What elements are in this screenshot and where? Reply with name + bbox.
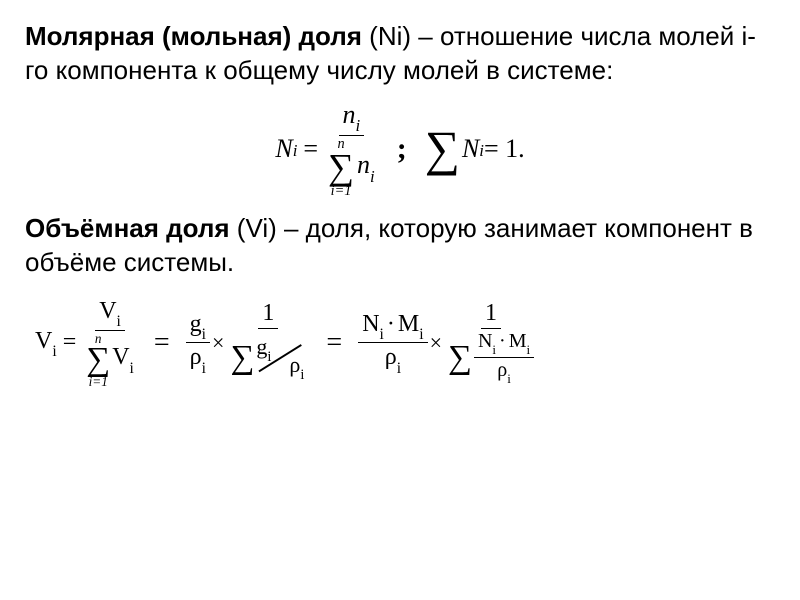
den-sum-gr: ∑ gi ρi <box>226 329 310 387</box>
diag-num: gi <box>256 334 271 364</box>
sigma-1: n ∑ i=1 <box>328 137 354 198</box>
sigma-sym3: ∑ <box>86 345 110 375</box>
term-mole-fraction-bold: Молярная (мольная) доля <box>25 21 362 51</box>
sum-Vi: Vi <box>112 344 134 375</box>
eq-sign4: = <box>326 327 342 359</box>
frac-1-over-sum-gr: 1 ∑ gi ρi <box>226 300 310 387</box>
mult-sign2: × <box>430 330 442 356</box>
num-one: 1 <box>258 300 278 329</box>
eq-Ni: Ni = ni n ∑ i=1 ni <box>275 100 378 199</box>
eq-Vi-frac2: gi ρi × 1 ∑ gi ρi <box>186 300 311 387</box>
sum-operand: ni <box>357 150 375 184</box>
diag-gi-rhoi: gi ρi <box>254 334 306 382</box>
paragraph-volume-fraction: Объёмная доля (Vi) – доля, которую заним… <box>25 212 775 280</box>
paragraph-mole-fraction: Молярная (мольная) доля (Ni) – отношение… <box>25 20 775 88</box>
NiMi-num2: Ni·Mi <box>474 330 534 358</box>
gi-num: gi <box>186 311 210 344</box>
sigma-sym2: ∑ <box>425 127 460 171</box>
sub-i4: i <box>479 141 484 161</box>
eq-sumNi: ∑ Ni = 1. <box>425 112 525 185</box>
frac-gi-rhoi: gi ρi <box>186 311 210 376</box>
dot1: · <box>387 311 395 337</box>
rhoi-den2: ρi <box>381 343 405 375</box>
formula-mole-fraction: Ni = ni n ∑ i=1 ni ; ∑ Ni <box>25 100 775 199</box>
sub-i3: i <box>370 167 375 186</box>
dot2: · <box>499 330 506 352</box>
rhoi-den3: ρi <box>493 358 515 385</box>
NiMi-num: Ni·Mi <box>358 311 427 344</box>
rhoi-den: ρi <box>186 343 210 375</box>
eq-one: = 1. <box>484 134 525 164</box>
sym-N2: N <box>462 134 479 164</box>
Vi-lhs: Vi <box>35 328 57 359</box>
frac-NiMi-rhoi-inner: Ni·Mi ρi <box>474 330 534 385</box>
sym-n2: n <box>357 150 370 179</box>
frac-NiMi-rhoi: Ni·Mi ρi <box>358 311 427 376</box>
formula-volume-fraction: Vi = Vi n ∑ i=1 Vi = gi ρi × 1 <box>25 298 775 388</box>
frac-Vi-den: n ∑ i=1 Vi <box>82 331 138 389</box>
frac-Vi: Vi n ∑ i=1 Vi <box>82 298 138 388</box>
sigma-2: ∑ <box>425 112 460 185</box>
sigma-bot3: i=1 <box>89 375 108 388</box>
sym-N: N <box>275 134 292 164</box>
eq-sign2: = <box>63 329 77 356</box>
sub-i2: i <box>356 116 361 135</box>
num-one2: 1 <box>481 300 501 329</box>
sigma-5: ∑ <box>448 330 472 387</box>
frac-1-over-sum-NiMi: 1 ∑ Ni·Mi ρi <box>444 300 538 387</box>
eq-sign3: = <box>154 327 170 359</box>
eq-sign: = <box>303 134 318 164</box>
term-volume-fraction-bold: Объёмная доля <box>25 213 230 243</box>
sigma-sym5: ∑ <box>448 343 472 373</box>
frac-ni-over-sum: ni n ∑ i=1 ni <box>324 100 379 199</box>
diag-den: ρi <box>289 352 304 382</box>
eq-Vi-frac1: Vi = Vi n ∑ i=1 Vi <box>35 298 138 388</box>
sigma-3: n ∑ i=1 <box>86 332 110 389</box>
sigma-sym4: ∑ <box>230 343 254 373</box>
mult-sign1: × <box>212 330 224 356</box>
frac-den: n ∑ i=1 ni <box>324 136 379 198</box>
sigma-bot: i=1 <box>331 184 352 198</box>
sigma-sym: ∑ <box>328 151 354 184</box>
sigma-4: ∑ <box>230 330 254 387</box>
frac-Vi-num: Vi <box>95 298 125 331</box>
den-sum-NiMi: ∑ Ni·Mi ρi <box>444 329 538 387</box>
sub-i: i <box>293 141 298 161</box>
semicolon: ; <box>397 132 407 166</box>
sym-n: n <box>343 100 356 129</box>
eq-Vi-frac3: Ni·Mi ρi × 1 ∑ Ni·Mi ρi <box>358 300 538 387</box>
frac-num: ni <box>339 100 365 136</box>
